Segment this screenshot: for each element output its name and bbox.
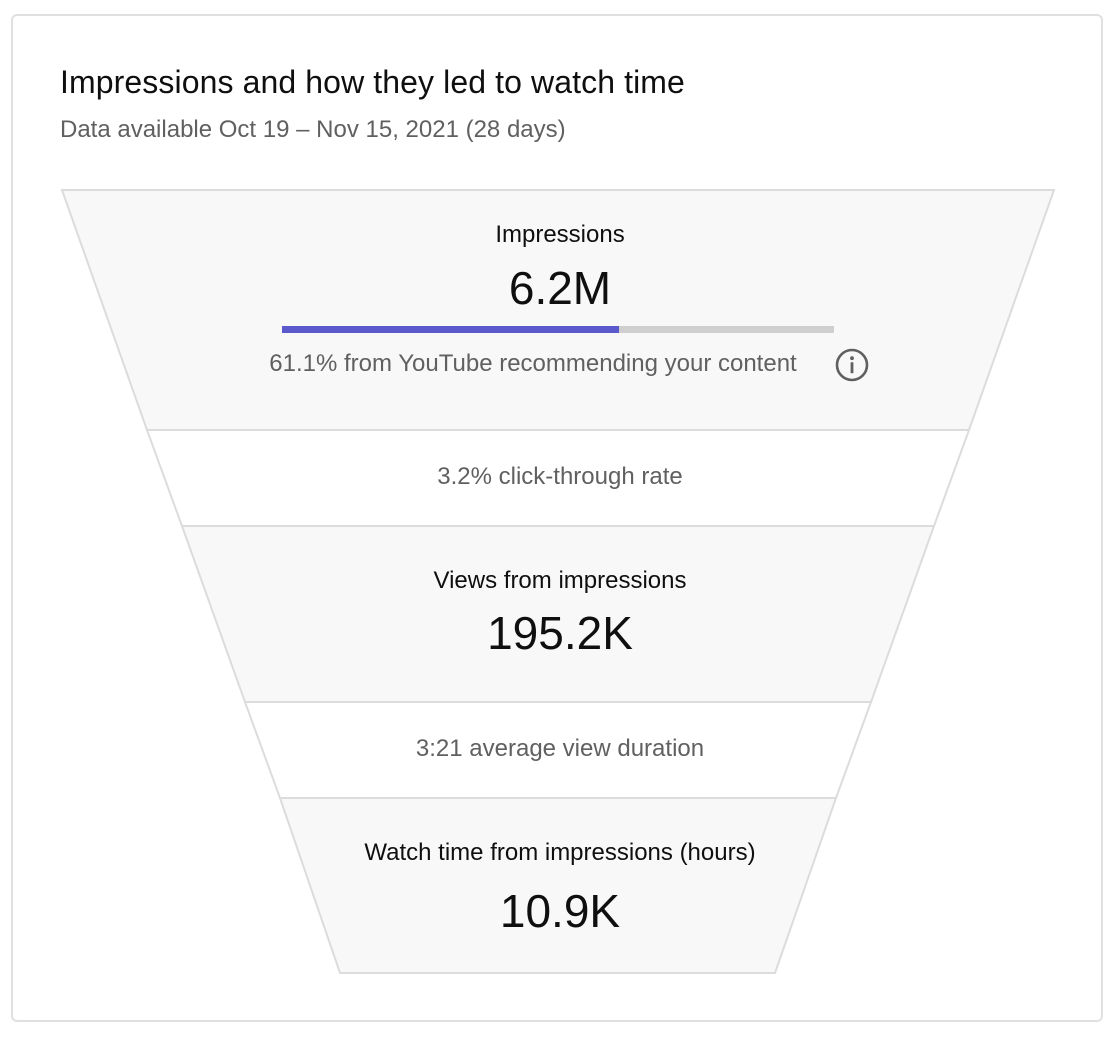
date-range-subtitle: Data available Oct 19 – Nov 15, 2021 (28… bbox=[60, 116, 566, 143]
stage-label-watch-time: Watch time from impressions (hours) bbox=[364, 839, 756, 866]
card-title: Impressions and how they led to watch ti… bbox=[60, 64, 685, 100]
avg-view-duration-text: 3:21 average view duration bbox=[415, 735, 705, 762]
funnel-band-watch-time bbox=[278, 797, 838, 974]
recommendation-share-bar bbox=[282, 326, 834, 333]
ctr-text: 3.2% click-through rate bbox=[437, 463, 683, 490]
stage-label-views: Views from impressions bbox=[433, 567, 687, 594]
info-icon[interactable] bbox=[834, 347, 870, 383]
stage-value-views: 195.2K bbox=[487, 607, 633, 659]
recommendation-share-text: 61.1% from YouTube recommending your con… bbox=[269, 350, 797, 377]
recommendation-share-bar-fill bbox=[282, 326, 620, 333]
stage-label-impressions: Impressions bbox=[495, 221, 625, 248]
stage-value-impressions: 6.2M bbox=[508, 262, 612, 314]
stage-value-watch-time: 10.9K bbox=[499, 885, 621, 937]
